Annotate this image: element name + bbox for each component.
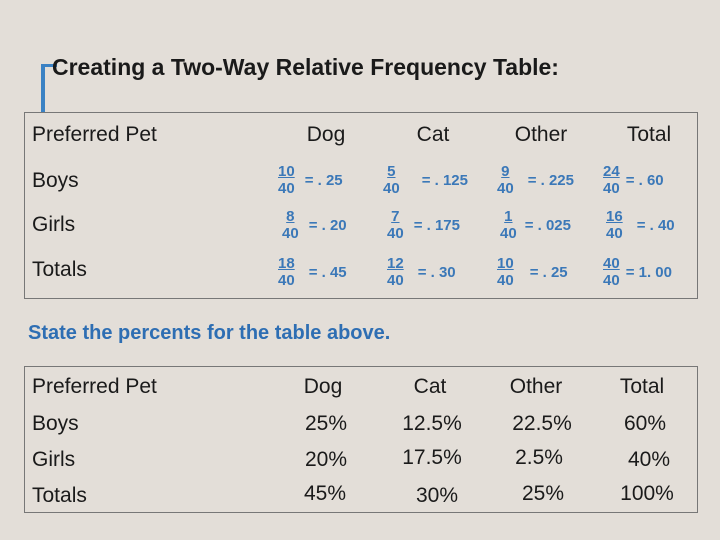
- fraction-numerator: 40: [603, 255, 620, 272]
- fraction-numerator: 12: [387, 255, 404, 272]
- t1-header-total: Total: [626, 123, 672, 146]
- t2-cell-boys-other: 22.5%: [512, 412, 572, 435]
- t1-cell-totals-dog: 18 40 = . 45: [278, 255, 347, 289]
- t2-header-cat: Cat: [413, 375, 447, 398]
- fraction-denominator: 40: [603, 180, 620, 197]
- t2-cell-totals-total: 100%: [620, 482, 674, 505]
- t1-cell-boys-other: 9 40 = . 225: [497, 163, 574, 197]
- fraction-decimal: . 45: [321, 263, 347, 281]
- t1-header-other: Other: [514, 123, 568, 146]
- fraction-numerator: 18: [278, 255, 295, 272]
- instruction-text: State the percents for the table above.: [28, 322, 391, 344]
- percent-table: [24, 366, 698, 513]
- fraction-decimal: . 225: [540, 171, 574, 189]
- relative-frequency-table: [24, 112, 698, 299]
- t2-cell-totals-other: 25%: [521, 482, 565, 505]
- fraction-numerator: 7: [391, 208, 400, 225]
- fraction-decimal: . 25: [542, 263, 568, 281]
- t1-cell-girls-total: 16 40 = . 40: [606, 208, 675, 242]
- fraction-decimal: 1. 00: [638, 263, 672, 281]
- t2-cell-totals-cat: 30%: [415, 484, 459, 507]
- fraction-decimal: . 25: [317, 171, 343, 189]
- t1-cell-boys-dog: 10 40 = . 25: [278, 163, 343, 197]
- fraction-decimal: . 60: [638, 171, 664, 189]
- t1-row-label-totals: Totals: [32, 258, 87, 281]
- t2-cell-girls-cat: 17.5%: [402, 446, 462, 469]
- fraction-numerator: 10: [278, 163, 295, 180]
- t1-row-label-girls: Girls: [32, 213, 76, 236]
- fraction-numerator: 1: [504, 208, 513, 225]
- fraction-denominator: 40: [606, 225, 623, 242]
- fraction-numerator: 16: [606, 208, 623, 225]
- page-title: Creating a Two-Way Relative Frequency Ta…: [52, 54, 559, 80]
- t1-cell-boys-cat: 5 40 = . 125: [383, 163, 468, 197]
- t1-header-preferred-pet: Preferred Pet: [32, 123, 157, 146]
- fraction-decimal: . 30: [430, 263, 456, 281]
- accent-bar-vertical: [41, 64, 45, 134]
- t1-cell-girls-dog: 8 40 = . 20: [282, 208, 347, 242]
- fraction-denominator: 40: [282, 225, 299, 242]
- t2-row-label-totals: Totals: [32, 484, 87, 507]
- fraction-denominator: 40: [383, 180, 400, 197]
- t2-row-label-boys: Boys: [32, 412, 79, 435]
- t1-cell-totals-other: 10 40 = . 25: [497, 255, 568, 289]
- t2-row-label-girls: Girls: [32, 448, 76, 471]
- t2-header-total: Total: [619, 375, 665, 398]
- fraction-denominator: 40: [387, 225, 404, 242]
- fraction-numerator: 24: [603, 163, 620, 180]
- t2-header-other: Other: [509, 375, 563, 398]
- t2-cell-girls-other: 2.5%: [515, 446, 563, 469]
- t2-cell-totals-dog: 45%: [303, 482, 347, 505]
- fraction-denominator: 40: [387, 272, 404, 289]
- t2-cell-girls-dog: 20%: [304, 448, 348, 471]
- t1-cell-totals-total: 40 40 = 1. 00: [603, 255, 672, 289]
- fraction-decimal: . 175: [426, 216, 460, 234]
- t1-header-dog: Dog: [306, 123, 346, 146]
- t2-header-dog: Dog: [303, 375, 343, 398]
- t1-row-label-boys: Boys: [32, 169, 79, 192]
- fraction-numerator: 9: [501, 163, 510, 180]
- fraction-decimal: . 125: [434, 171, 468, 189]
- fraction-numerator: 10: [497, 255, 514, 272]
- fraction-denominator: 40: [603, 272, 620, 289]
- accent-bar-horizontal: [41, 64, 57, 67]
- t1-cell-girls-other: 1 40 = . 025: [500, 208, 571, 242]
- fraction-decimal: . 20: [321, 216, 347, 234]
- fraction-decimal: . 40: [649, 216, 675, 234]
- fraction-denominator: 40: [278, 180, 295, 197]
- t2-cell-boys-cat: 12.5%: [402, 412, 462, 435]
- fraction-denominator: 40: [497, 180, 514, 197]
- fraction-denominator: 40: [497, 272, 514, 289]
- fraction-decimal: . 025: [537, 216, 571, 234]
- t2-cell-boys-dog: 25%: [304, 412, 348, 435]
- t1-cell-boys-total: 24 40 = . 60: [603, 163, 664, 197]
- t1-header-cat: Cat: [416, 123, 450, 146]
- fraction-denominator: 40: [278, 272, 295, 289]
- t1-cell-totals-cat: 12 40 = . 30: [387, 255, 456, 289]
- fraction-numerator: 5: [387, 163, 396, 180]
- t2-header-preferred-pet: Preferred Pet: [32, 375, 157, 398]
- t2-cell-boys-total: 60%: [623, 412, 667, 435]
- fraction-denominator: 40: [500, 225, 517, 242]
- t1-cell-girls-cat: 7 40 = . 175: [387, 208, 460, 242]
- t2-cell-girls-total: 40%: [627, 448, 671, 471]
- fraction-numerator: 8: [286, 208, 295, 225]
